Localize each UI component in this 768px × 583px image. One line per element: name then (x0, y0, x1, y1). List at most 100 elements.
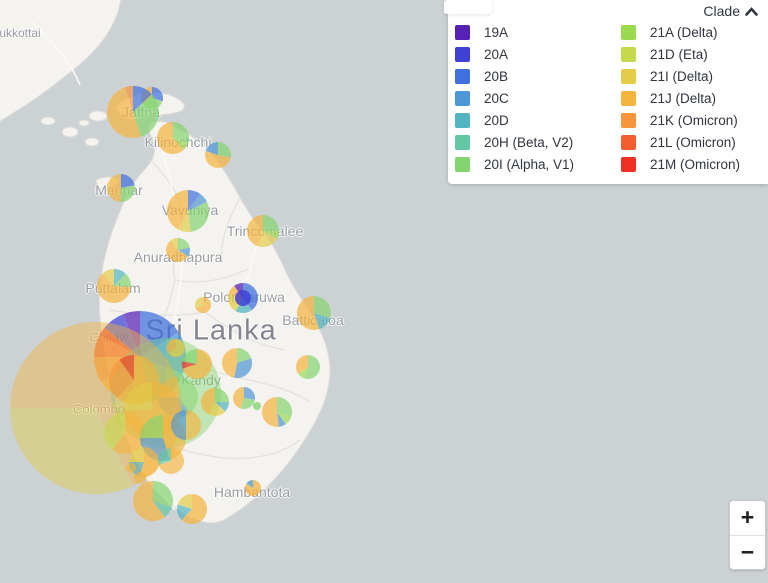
legend-title: Clade (703, 3, 740, 19)
pie-south-1[interactable] (133, 481, 173, 522)
clade-label-20A: 20A (484, 46, 509, 62)
pie-slice-20I (140, 415, 163, 438)
pie-jaffna[interactable] (106, 86, 159, 139)
pie-slice-21J (97, 273, 131, 303)
pie-east-green[interactable] (296, 355, 321, 380)
pie-mannar[interactable] (107, 174, 135, 202)
pie-slice-20I (277, 397, 293, 417)
clade-swatch-20I (455, 156, 470, 172)
pie-west-small-blue[interactable] (171, 410, 201, 440)
pie-slice-21A (263, 231, 279, 239)
pie-slice-20D (114, 269, 126, 286)
pie-kandy-east[interactable] (222, 347, 253, 378)
pie-west-blob-2[interactable] (126, 463, 136, 473)
pie-slice-21J (261, 397, 279, 427)
pie-west-teal[interactable] (129, 447, 159, 477)
clade-label-20C: 20C (484, 90, 509, 106)
pie-slice-20I (188, 202, 209, 232)
legend-item-20A[interactable]: 20A (455, 43, 609, 65)
pie-slice-21J (296, 355, 308, 375)
legend-item-20H[interactable]: 20H (Beta, V2) (455, 131, 609, 153)
island-1 (40, 116, 56, 126)
clade-label-20I: 20I (Alpha, V1) (484, 156, 575, 172)
legend-item-20I[interactable]: 20I (Alpha, V1) (455, 153, 609, 175)
legend-item-21D[interactable]: 21D (Eta) (621, 43, 768, 65)
pie-slice-20I (178, 238, 190, 250)
legend-item-21A[interactable]: 21A (Delta) (621, 21, 768, 43)
pie-central-2[interactable] (233, 387, 256, 410)
pie-puttalam[interactable] (97, 269, 132, 303)
pie-vavuniya[interactable] (167, 190, 209, 232)
pie-polonnaruwa-inner[interactable] (235, 290, 251, 306)
pie-slice-21M (119, 355, 134, 380)
legend-collapse-toggle[interactable]: Clade (703, 3, 758, 19)
legend-item-21J[interactable]: 21J (Delta) (621, 87, 768, 109)
pie-slice-20I (218, 141, 232, 158)
pie-kilinochchi[interactable] (156, 122, 190, 154)
pie-uva[interactable] (261, 397, 293, 427)
pie-west-blob-1[interactable] (134, 472, 146, 484)
pie-slice-21J (204, 150, 231, 169)
pie-anuradhapura[interactable] (165, 238, 191, 263)
clade-label-20H: 20H (Beta, V2) (484, 134, 574, 150)
pie-slice-21I (168, 339, 186, 357)
pie-slice-20I (153, 481, 173, 508)
pie-slice-21J (182, 349, 212, 379)
pie-slice-21J (165, 240, 189, 263)
pie-west-orange-3[interactable] (104, 412, 147, 454)
pie-hambantota[interactable] (245, 480, 262, 496)
pie-slice-20B (140, 311, 179, 357)
clade-swatch-19A (455, 24, 470, 40)
legend-item-20B[interactable]: 20B (455, 65, 609, 87)
pie-slice-21J (133, 481, 165, 522)
pie-slice-20D (176, 504, 192, 520)
legend-column-2: 21A (Delta) 21D (Eta) 21I (Delta) 21J (Delt… (621, 21, 768, 175)
pie-yellow-small[interactable] (167, 339, 186, 357)
legend-item-20C[interactable]: 20C (455, 87, 609, 109)
clade-swatch-21I (621, 68, 636, 84)
pie-trincomalee[interactable] (246, 215, 279, 248)
zoom-out-button[interactable]: − (740, 538, 755, 565)
pie-west-green-small[interactable] (158, 448, 185, 474)
pie-slice-20I (304, 355, 321, 380)
pie-batticaloa[interactable] (297, 296, 332, 330)
legend-item-19A[interactable]: 19A (455, 21, 609, 43)
clade-label-21M: 21M (Omicron) (650, 156, 741, 172)
pie-northeast[interactable] (204, 141, 232, 169)
pie-slice-19A (123, 311, 140, 357)
pie-slice-21J (186, 410, 201, 440)
legend-item-21K[interactable]: 21K (Omicron) (621, 109, 768, 131)
clade-swatch-21A (621, 24, 636, 40)
pie-slice-20B (121, 174, 135, 188)
pie-slice-20C (234, 358, 253, 378)
pie-slice-21K (124, 86, 133, 112)
pie-slice-21J (245, 480, 262, 496)
pie-slice-20I (263, 215, 279, 231)
pie-slice-21J (246, 215, 263, 247)
pie-slice-20H (153, 501, 173, 518)
legend-body: 19A 20A 20B 20C 20D 20H (Beta, V2) 20I (Alpha,… (455, 21, 768, 175)
clade-swatch-20C (455, 90, 470, 106)
pie-south-2[interactable] (176, 494, 208, 524)
pie-slice-20D (314, 313, 331, 330)
pie-slice-20B (188, 190, 201, 211)
pie-central-1[interactable] (200, 388, 229, 417)
legend-item-21I[interactable]: 21I (Delta) (621, 65, 768, 87)
legend-item-21L[interactable]: 21L (Omicron) (621, 131, 768, 153)
pie-slice-20I (314, 296, 332, 319)
pie-slice-21J (112, 412, 147, 454)
clade-label-21I: 21I (Delta) (650, 68, 714, 84)
pie-kandy-pie[interactable] (182, 349, 212, 379)
pie-central-small[interactable] (194, 296, 211, 313)
pie-slice-20I (182, 349, 197, 364)
pie-slice-21I (194, 296, 203, 308)
zoom-control: + − (729, 500, 766, 570)
legend-item-21M[interactable]: 21M (Omicron) (621, 153, 768, 175)
pie-slice-21D (104, 412, 125, 450)
zoom-in-button[interactable]: + (730, 501, 765, 536)
pie-slice-21I (102, 269, 114, 286)
legend-item-20D[interactable]: 20D (455, 109, 609, 131)
pie-slice-21I (177, 494, 192, 509)
pie-central-dot[interactable] (253, 402, 261, 410)
